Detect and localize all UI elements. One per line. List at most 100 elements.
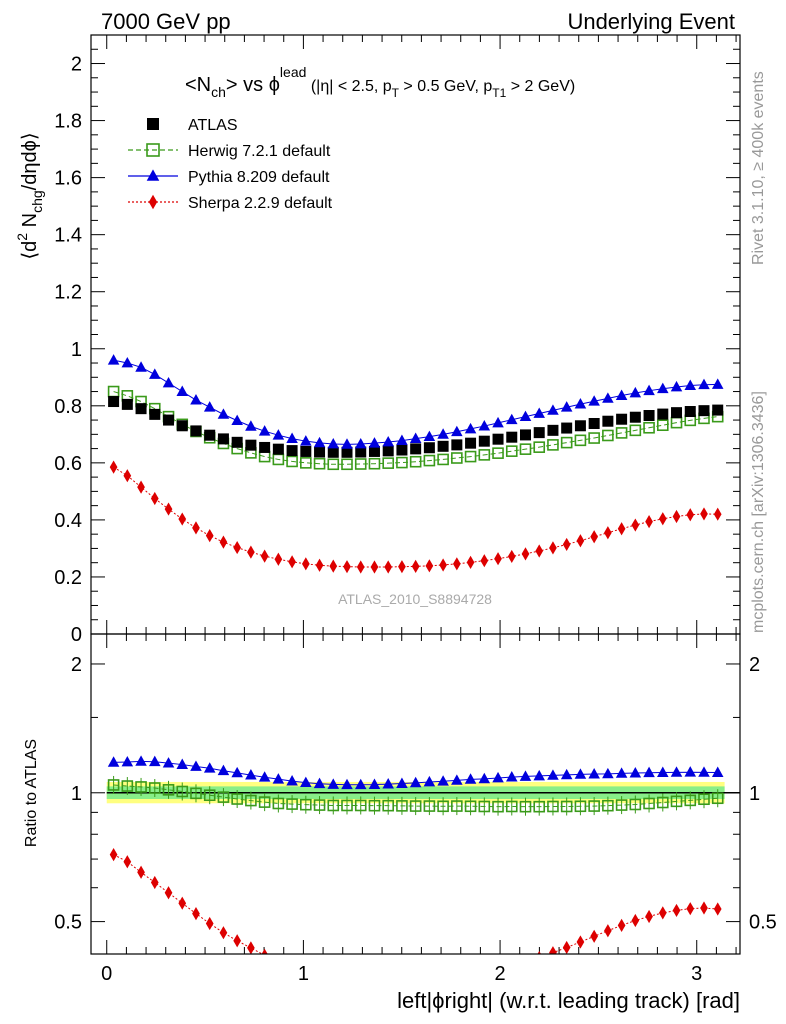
ratio-sherpa-2-2-9-default-point <box>316 967 324 980</box>
main-atlas-point <box>451 439 463 451</box>
main-atlas-point <box>478 435 490 447</box>
ratio-tick-label-right: 0.5 <box>749 912 777 934</box>
ratio-plot-frame <box>90 633 741 955</box>
x-axis-label: left|ϕright| (w.r.t. leading track) [rad… <box>397 988 740 1013</box>
legend-sherpa-2-2-9-default-marker <box>148 194 158 210</box>
ratio-sherpa-2-2-9-default-point <box>150 875 159 890</box>
ylabel-part-a-sup: 2 <box>14 233 30 241</box>
main-pythia-8-209-default-point <box>176 385 189 396</box>
ratio-sherpa-2-2-9-default-point <box>192 906 200 921</box>
main-pythia-8-209-default-point <box>423 430 436 442</box>
main-pythia-8-209-default-point <box>162 376 175 388</box>
ratio-pythia-8-209-default-point <box>286 775 298 786</box>
main-sherpa-2-2-9-default-point <box>713 507 722 521</box>
main-herwig-7-2-1-default-point <box>437 453 449 466</box>
ratio-tick-label-left: 2 <box>71 654 82 676</box>
ratio-herwig-7-2-1-default-point <box>409 800 422 812</box>
main-herwig-7-2-1-default-point <box>451 452 463 464</box>
main-atlas-point <box>588 417 600 429</box>
ratio-sherpa-2-2-9-default-point <box>109 848 118 862</box>
main-atlas-point <box>108 396 120 408</box>
ratio-herwig-7-2-1-default-point <box>217 791 230 803</box>
main-atlas-point <box>286 445 298 457</box>
ratio-pythia-8-209-default-point <box>698 766 710 777</box>
main-sherpa-2-2-9-default-point <box>521 547 530 561</box>
ratio-herwig-7-2-1-default-point <box>354 799 367 812</box>
ratio-sherpa-2-2-9-default-point <box>137 865 145 879</box>
main-sherpa-2-2-9-default-point <box>260 549 269 563</box>
title-part-c-sub: T <box>392 86 400 100</box>
y-tick-label: 1.6 <box>54 168 82 190</box>
main-pythia-8-209-default-point <box>711 378 724 389</box>
main-herwig-7-2-1-default-point <box>560 436 573 449</box>
ratio-herwig-7-2-1-default-point <box>300 798 312 811</box>
ratio-herwig-7-2-1-default-point <box>341 799 353 812</box>
main-atlas-point <box>163 414 175 426</box>
main-pythia-8-209-default-point <box>478 420 491 431</box>
main-herwig-7-2-1-default-point <box>492 447 504 459</box>
main-pythia-8-209-default-point <box>409 432 422 444</box>
ratio-sherpa-2-2-9-default-point <box>426 973 434 986</box>
main-sherpa-2-2-9-default-point <box>356 560 365 574</box>
y-tick-label: 0.6 <box>54 453 82 475</box>
ratio-sherpa-2-2-9-default-point <box>219 926 228 940</box>
ratio-herwig-7-2-1-default-point <box>286 798 298 810</box>
ratio-pythia-8-209-default-point <box>629 767 642 778</box>
ratio-herwig-7-2-1-default-point <box>176 785 189 798</box>
main-pythia-8-209-default-point <box>519 410 532 422</box>
ratio-herwig-7-2-1-default-point <box>258 796 271 808</box>
main-atlas-point <box>533 427 545 439</box>
main-herwig-7-2-1-default-point <box>643 421 655 434</box>
ratio-pythia-8-209-default-point <box>670 766 683 777</box>
main-atlas-point <box>121 398 133 410</box>
ratio-sherpa-2-2-9-default-point <box>205 916 214 931</box>
main-sherpa-2-2-9-default-point <box>150 491 159 506</box>
ratio-sherpa-2-2-9-default-point <box>508 959 516 972</box>
ratio-sherpa-2-2-9-default-point <box>658 906 667 920</box>
main-atlas-point <box>327 446 339 458</box>
ratio-pythia-8-209-default-point <box>451 774 463 785</box>
main-atlas-point <box>368 445 380 457</box>
main-herwig-7-2-1-default-point <box>313 457 326 470</box>
main-atlas-point <box>643 410 655 422</box>
main-pythia-8-209-default-point <box>560 401 573 412</box>
main-sherpa-2-2-9-default-point <box>590 530 599 544</box>
ratio-sherpa-2-2-9-default-point <box>261 948 268 954</box>
ratio-herwig-7-2-1-default-point <box>615 799 628 811</box>
main-pythia-8-209-default-point <box>135 361 147 372</box>
main-sherpa-2-2-9-default-point <box>480 554 489 568</box>
main-herwig-7-2-1-default-point <box>602 429 614 442</box>
ratio-sherpa-2-2-9-default-point <box>576 935 585 949</box>
main-pythia-8-209-default-point <box>657 382 669 394</box>
ratio-herwig-7-2-1-default-point <box>656 796 669 809</box>
main-pythia-8-209-default-point <box>217 408 230 419</box>
main-pythia-8-209-default-point <box>300 435 312 446</box>
ratio-tick-label-right: 2 <box>749 654 760 676</box>
ratio-herwig-7-2-1-default-point <box>698 793 710 806</box>
main-sherpa-2-2-9-default-point <box>617 522 626 536</box>
main-herwig-7-2-1-default-point <box>300 457 312 469</box>
ratio-pythia-8-209-default-point <box>602 767 614 779</box>
ratio-herwig-7-2-1-default-point <box>272 797 285 810</box>
ratio-sherpa-2-2-9-default-point <box>537 950 541 954</box>
ratio-sherpa-2-2-9-default-point <box>590 929 599 943</box>
main-atlas-point <box>300 445 312 457</box>
ratio-sherpa-2-2-9-default-point <box>398 973 406 986</box>
ratio-herwig-7-2-1-default-point <box>560 800 573 813</box>
main-pythia-8-209-default-point <box>451 425 463 437</box>
main-herwig-7-2-1-default-point <box>588 432 600 444</box>
main-pythia-8-209-default-point <box>533 407 545 418</box>
main-pythia-8-209-default-point <box>245 420 257 431</box>
x-tick-label: 3 <box>691 963 702 985</box>
main-pythia-8-209-default-point <box>698 378 710 390</box>
title-part-b-sup: lead <box>280 64 306 80</box>
ratio-herwig-7-2-1-default-point <box>107 779 120 791</box>
main-sherpa-2-2-9-default-point <box>658 512 667 526</box>
ratio-pythia-8-209-default-point <box>423 775 436 787</box>
main-sherpa-2-2-9-default-point <box>604 526 612 540</box>
ratio-pythia-8-209-default-point <box>409 776 422 788</box>
main-atlas-point <box>135 403 147 415</box>
main-pythia-8-209-default-point <box>629 386 642 398</box>
main-atlas-point <box>259 441 271 453</box>
